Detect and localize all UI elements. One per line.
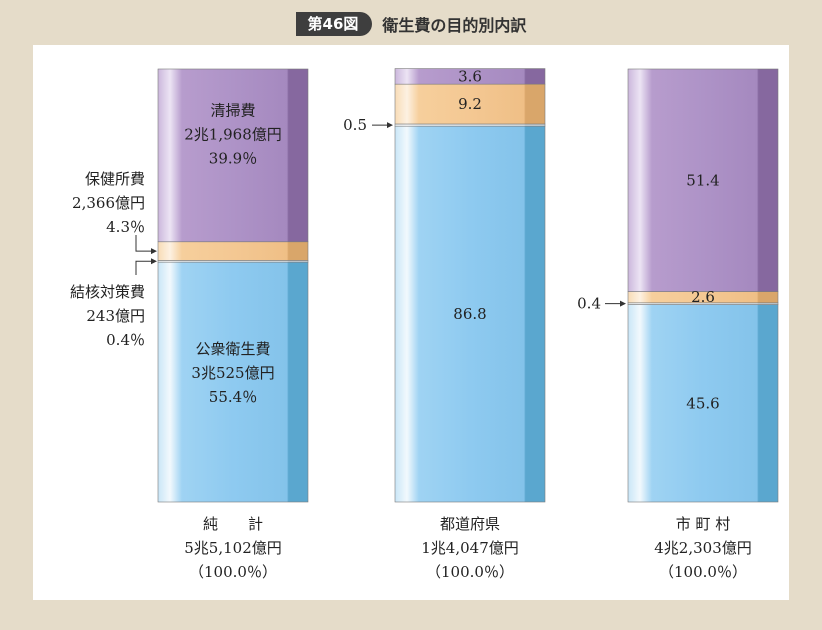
pref-tuberculosis-arrow <box>387 122 393 129</box>
bar-segment-public_health-2 <box>627 304 779 503</box>
net-public-health-label: 公衆衛生費 <box>195 340 270 358</box>
pref-tuberculosis-value: 0.5 <box>343 116 367 134</box>
net-cleaning-label: 清掃費 <box>210 101 255 119</box>
net-health-center-label: 2,366億円 <box>72 194 145 212</box>
muni-tuberculosis-arrow <box>620 300 626 307</box>
figure-number-badge: 第46図 <box>295 12 373 36</box>
bar-segment-public_health-1 <box>394 125 546 503</box>
tuberculosis-leader <box>135 260 154 275</box>
net-cleaning-label: 39.9％ <box>209 149 257 167</box>
net-cleaning-label: 2兆1,968億円 <box>184 125 282 143</box>
category-total-amount-1: 1兆4,047億円 <box>421 539 519 557</box>
bar-segment-tuberculosis-1 <box>394 123 546 127</box>
bar-segment-health_center-0 <box>157 241 309 261</box>
muni-public-health-value: 45.6 <box>686 394 719 412</box>
net-public-health-label: 3兆525億円 <box>191 364 274 382</box>
muni-cleaning-value: 51.4 <box>686 171 719 189</box>
category-label-1: 都道府県 <box>440 515 500 533</box>
bar-segment-cleaning-2 <box>627 68 779 292</box>
net-health-center-label: 保健所費 <box>85 170 145 188</box>
pref-health-center-value: 9.2 <box>458 95 482 113</box>
pref-cleaning-value: 3.6 <box>458 67 482 85</box>
category-total-percent-1: （100.0％） <box>426 563 514 581</box>
muni-health-center-value: 2.6 <box>691 288 715 306</box>
tuberculosis-arrow <box>151 258 157 265</box>
chart-panel: 公衆衛生費 3兆525億円 55.4％ 清掃費 2兆1,968億円 39.9％ 保健所費 2,… <box>33 45 789 600</box>
net-tuberculosis-label: 結核対策費 <box>70 283 145 301</box>
category-total-amount-2: 4兆2,303億円 <box>654 539 752 557</box>
bar-segment-health_center-1 <box>394 83 546 125</box>
bar-segment-public_health-0 <box>157 261 309 503</box>
category-total-percent-2: （100.0％） <box>659 563 747 581</box>
net-health-center-label: 4.3％ <box>106 218 145 236</box>
category-label-2: 市 町 村 <box>676 515 731 533</box>
health-center-leader <box>135 235 154 252</box>
health-center-arrow <box>151 248 157 255</box>
category-total-percent-0: （100.0％） <box>189 563 277 581</box>
figure-title: 衛生費の目的別内訳 <box>382 16 527 35</box>
stacked-bar-chart: 公衆衛生費 3兆525億円 55.4％ 清掃費 2兆1,968億円 39.9％ 保健所費 2,… <box>70 67 779 581</box>
net-tuberculosis-label: 0.4％ <box>106 331 145 349</box>
bar-segment-cleaning-0 <box>157 68 309 243</box>
net-tuberculosis-label: 243億円 <box>86 307 145 325</box>
category-total-amount-0: 5兆5,102億円 <box>184 539 282 557</box>
category-label-0: 純 計 <box>203 515 263 533</box>
bar-segment-cleaning-1 <box>394 68 546 85</box>
pref-public-health-value: 86.8 <box>453 305 486 323</box>
figure-title-bar: 第46図 衛生費の目的別内訳 <box>0 12 822 36</box>
muni-tuberculosis-value: 0.4 <box>577 295 601 313</box>
net-public-health-label: 55.4％ <box>209 388 257 406</box>
